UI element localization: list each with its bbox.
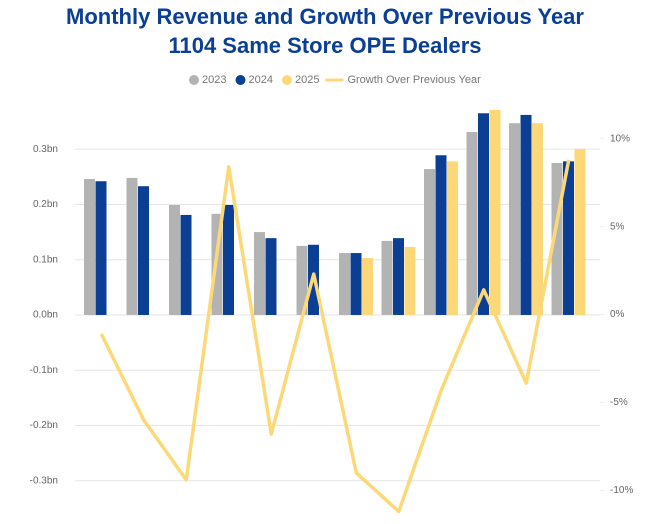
y-tick-label: 0.2bn <box>33 199 58 210</box>
bar <box>447 161 458 315</box>
bar <box>381 240 393 315</box>
bar <box>169 204 180 315</box>
bar <box>296 245 308 315</box>
bar <box>574 149 586 315</box>
y2-tick-label: 10% <box>610 133 630 144</box>
bar <box>489 109 501 315</box>
bar <box>509 123 520 315</box>
bar <box>95 181 107 315</box>
y-tick-label: -0.3bn <box>30 475 58 486</box>
y2-tick-label: 5% <box>610 221 625 232</box>
y-tick-label: 0.1bn <box>33 254 58 265</box>
bar <box>339 253 350 315</box>
bar <box>404 246 416 315</box>
bar <box>478 113 489 315</box>
legend-dot <box>235 75 246 85</box>
bar <box>254 232 265 315</box>
bar <box>180 214 192 315</box>
bar <box>424 169 435 315</box>
bar <box>532 123 543 315</box>
bar <box>466 132 478 315</box>
legend-label: 2024 <box>248 74 272 86</box>
bar <box>362 258 373 315</box>
y2-tick-label: -10% <box>610 485 633 496</box>
bar <box>84 179 95 315</box>
bar <box>520 114 532 315</box>
legend-label: Growth Over Previous Year <box>347 74 481 86</box>
growth-line <box>99 159 571 514</box>
chart-title: Monthly Revenue and Growth Over Previous… <box>66 4 584 29</box>
bar <box>350 253 362 315</box>
y-tick-label: 0.0bn <box>33 310 58 321</box>
bar <box>435 155 447 315</box>
y-tick-label: -0.2bn <box>30 420 58 431</box>
bar <box>138 186 149 315</box>
bar <box>563 161 574 315</box>
legend-label: 2025 <box>295 74 319 86</box>
y-tick-label: 0.3bn <box>33 144 58 155</box>
y-tick-label: -0.1bn <box>30 365 58 376</box>
legend-dot <box>281 75 292 85</box>
bar <box>551 162 563 315</box>
chart-subtitle: 1104 Same Store OPE Dealers <box>168 33 481 58</box>
y2-tick-label: 0% <box>610 309 625 320</box>
bar <box>393 238 404 315</box>
legend-dot <box>189 75 199 85</box>
bar <box>265 238 277 315</box>
legend-label: 2023 <box>202 74 226 86</box>
bar <box>223 204 234 315</box>
y2-tick-label: -5% <box>610 397 628 408</box>
bar <box>126 177 138 315</box>
